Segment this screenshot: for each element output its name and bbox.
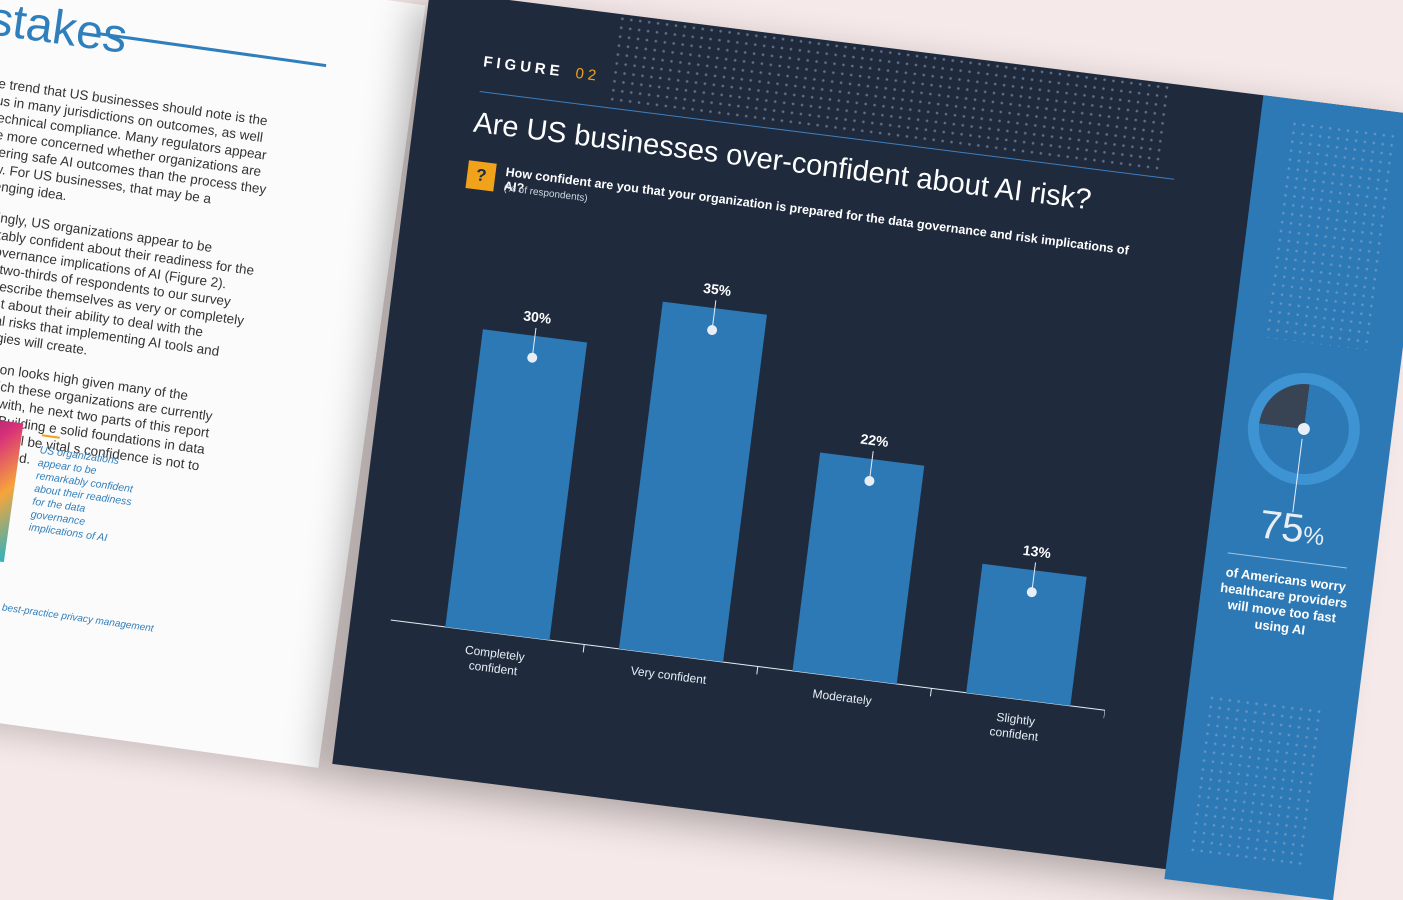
bar-leader-3: [868, 451, 874, 482]
bar-2: [618, 301, 767, 663]
stat-value: 75%: [1225, 498, 1360, 559]
category-label-1: Completelyconfident: [462, 643, 525, 679]
data-label-4: 13%: [1022, 542, 1052, 561]
x-tick-1: [582, 644, 585, 653]
stat-number: 75: [1256, 502, 1307, 552]
page-footer: he US should embrace best-practice priva…: [0, 588, 155, 635]
x-tick-3: [929, 688, 932, 697]
data-label-1: 30%: [522, 307, 552, 326]
stat-unit: %: [1301, 521, 1326, 552]
figure-number: 02: [574, 64, 602, 85]
bar-chart: 30% Completelyconfident 35% Very confident 2…: [385, 280, 1106, 744]
bar-4: [966, 563, 1087, 706]
figure-label: FIGURE 02: [482, 53, 601, 85]
heading-rule: [98, 32, 327, 68]
category-label-2: Very confident: [630, 664, 708, 688]
bar-leader-2: [711, 300, 717, 331]
bar-leader-1: [531, 327, 537, 358]
figure-label-text: FIGURE: [482, 53, 565, 81]
section-heading: stakes: [0, 0, 131, 64]
side-panel: 75% of Americans worry healthcare provid…: [1164, 95, 1403, 900]
category-label-4: Slightlyconfident: [989, 709, 1042, 744]
donut-graphic: [1241, 366, 1367, 492]
data-label-3: 22%: [860, 431, 890, 450]
data-label-2: 35%: [702, 280, 732, 299]
ai-illustration: AI: [0, 406, 24, 563]
x-tick-4: [1103, 710, 1106, 719]
question-icon: ?: [465, 160, 497, 192]
stat-description: of Americans worry healthcare providers …: [1219, 564, 1349, 638]
x-tick-2: [756, 666, 759, 675]
category-label-3: Moderately: [812, 687, 873, 708]
bar-3: [792, 452, 925, 684]
paragraph-1: One trend that US businesses should note…: [0, 73, 269, 207]
right-page: FIGURE 02 Are US businesses over-confide…: [332, 0, 1403, 900]
image-caption: US organizations appear to be remarkably…: [28, 444, 134, 545]
dot-pattern-bottom: [1187, 693, 1328, 867]
paragraph-2: Worryingly, US organizations appear to b…: [0, 205, 256, 359]
bar-leader-4: [1031, 562, 1037, 593]
dot-pattern-side: [1263, 118, 1400, 351]
bar-1: [445, 329, 588, 641]
